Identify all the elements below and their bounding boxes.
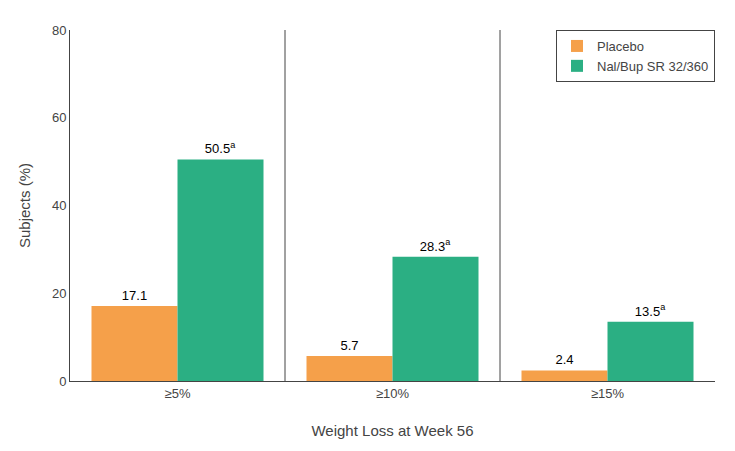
- svg-text:80: 80: [52, 23, 66, 38]
- svg-text:60: 60: [52, 110, 66, 125]
- svg-text:20: 20: [52, 286, 66, 301]
- svg-text:28.3​a​: 28.3​a​: [420, 237, 451, 253]
- svg-text:Nal/Bup SR 32/360: Nal/Bup SR 32/360: [597, 59, 708, 74]
- svg-text:17.1: 17.1: [122, 288, 147, 303]
- svg-text:≥5%: ≥5%: [165, 386, 191, 401]
- svg-text:5.7: 5.7: [340, 338, 358, 353]
- svg-text:0: 0: [59, 374, 66, 389]
- svg-text:2.4: 2.4: [555, 352, 573, 367]
- svg-text:50.5​a​: 50.5​a​: [205, 140, 236, 156]
- svg-text:Subjects (%): Subjects (%): [16, 163, 33, 248]
- svg-text:≥10%: ≥10%: [376, 386, 410, 401]
- svg-text:Placebo: Placebo: [597, 39, 644, 54]
- svg-text:≥15%: ≥15%: [591, 386, 625, 401]
- svg-text:40: 40: [52, 198, 66, 213]
- svg-text:13.5​a​: 13.5​a​: [635, 302, 666, 318]
- svg-text:Weight Loss at Week 56: Weight Loss at Week 56: [311, 422, 473, 439]
